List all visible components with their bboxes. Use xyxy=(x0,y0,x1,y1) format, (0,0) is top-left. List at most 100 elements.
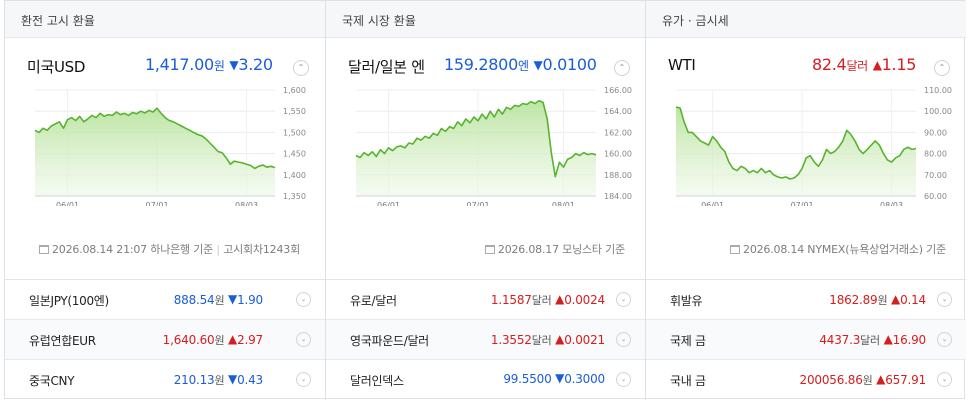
value-number: 888.54 xyxy=(173,293,215,307)
main-quote[interactable]: 달러/일본 엔 159.2800엔 ▼0.0100 ⌃ 166.00 164.00… xyxy=(326,38,645,279)
wti-chart: 110.00 100.00 90.00 80.00 70.00 60.00 06/01 07/… xyxy=(675,86,952,206)
expand-chevron-icon[interactable]: ⌄ xyxy=(937,332,952,347)
item-value: 1862.89원 ▲0.14 xyxy=(829,292,926,308)
panel-header: 환전 고시 환율 xyxy=(5,1,325,38)
change-number: 0.14 xyxy=(900,293,926,307)
main-quote-name: 달러/일본 엔 xyxy=(348,58,425,76)
usd-chart: 1,600 1,550 1,500 1,450 1,400 1,350 06/01 07/01… xyxy=(34,86,306,206)
list-item[interactable]: 달러인덱스 99.5500 ▼0.3000 ⌄ xyxy=(326,360,645,400)
y-tick-label: 164.00 xyxy=(604,107,632,116)
y-tick-label: 1,500 xyxy=(283,128,306,137)
value-unit: 원 xyxy=(877,294,888,307)
change-number: 0.0021 xyxy=(564,333,605,347)
item-value: 1.3552달러 ▲0.0021 xyxy=(491,332,605,348)
value-unit: 달러 xyxy=(846,59,868,73)
list-item[interactable]: 국내 금 200056.86원 ▲657.91 ⌄ xyxy=(646,360,966,400)
y-tick-label: 188.00 xyxy=(604,171,632,180)
jpy-chart: 166.00 164.00 162.00 160.00 188.00 184.00 06/0… xyxy=(355,86,632,206)
y-tick-label: 110.00 xyxy=(924,86,952,95)
item-name: 유로/달러 xyxy=(350,294,397,308)
main-quote-name: WTI xyxy=(668,56,696,74)
up-arrow-icon: ▲ xyxy=(872,58,882,72)
market-widget: 환전 고시 환율 미국USD 1,417.00원 ▼3.20 ⌃ 1,600 1,… xyxy=(4,0,966,400)
main-quote-value: 82.4달러 ▲1.15 xyxy=(812,55,916,74)
expand-chevron-icon[interactable]: ⌄ xyxy=(616,292,631,307)
value-number: 1862.89 xyxy=(829,293,878,307)
item-value: 888.54원 ▼1.90 xyxy=(174,292,263,308)
expand-chevron-icon[interactable]: ⌄ xyxy=(616,372,631,387)
expand-chevron-icon[interactable]: ⌄ xyxy=(296,292,311,307)
panel-header: 국제 시장 환율 xyxy=(326,1,645,38)
main-quote-value: 159.2800엔 ▼0.0100 xyxy=(444,55,597,74)
down-arrow-icon: ▼ xyxy=(555,371,565,385)
y-tick-label: 100.00 xyxy=(924,107,952,116)
source-text: 2026.08.14 21:07 하나은행 기준 xyxy=(52,243,214,256)
down-arrow-icon: ▼ xyxy=(533,58,543,72)
y-tick-label: 60.00 xyxy=(924,192,947,201)
expand-chevron-icon[interactable]: ⌄ xyxy=(296,332,311,347)
item-value: 200056.86원 ▲657.91 xyxy=(799,372,927,388)
up-arrow-icon: ▲ xyxy=(876,372,886,386)
y-tick-label: 1,450 xyxy=(283,150,306,159)
value-unit: 원 xyxy=(214,294,225,307)
value-number: 99.5500 xyxy=(503,372,552,386)
panel-oil-gold: 유가 · 금시세 WTI 82.4달러 ▲1.15 ⌃ 110.00 100.00… xyxy=(645,1,966,400)
main-quote[interactable]: 미국USD 1,417.00원 ▼3.20 ⌃ 1,600 1,550 1,500 1… xyxy=(5,38,325,279)
list-item[interactable]: 유럽연합EUR 1,640.60원 ▲2.97 ⌄ xyxy=(5,320,325,360)
value-number: 4437.3 xyxy=(819,333,861,347)
value-number: 1.3552 xyxy=(490,333,532,347)
source-info: 2026.08.17 모닝스타 기준 xyxy=(484,241,625,257)
item-name: 중국CNY xyxy=(29,374,75,388)
item-value: 1,640.60원 ▲2.97 xyxy=(162,332,264,348)
change-number: 657.91 xyxy=(885,373,926,387)
source-text: 2026.08.17 모닝스타 기준 xyxy=(497,243,625,256)
collapse-chevron-icon[interactable]: ⌃ xyxy=(614,60,630,76)
change-number: 0.0100 xyxy=(542,55,597,74)
x-tick-label: 07/01 xyxy=(146,201,169,206)
x-tick-label: 08/03 xyxy=(880,201,903,206)
item-name: 일본JPY(100엔) xyxy=(29,294,109,308)
list-item[interactable]: 유로/달러 1.1587달러 ▲0.0024 ⌄ xyxy=(326,280,645,320)
x-tick-label: 06/01 xyxy=(701,201,724,206)
collapse-chevron-icon[interactable]: ⌃ xyxy=(293,60,309,76)
x-tick-label: 08/01 xyxy=(552,201,575,206)
value-number: 1,417.00 xyxy=(145,55,214,74)
expand-chevron-icon[interactable]: ⌄ xyxy=(296,372,311,387)
item-name: 국내 금 xyxy=(670,374,706,388)
expand-chevron-icon[interactable]: ⌄ xyxy=(937,292,952,307)
main-quote-value: 1,417.00원 ▼3.20 xyxy=(145,55,273,74)
main-quote-name: 미국USD xyxy=(27,58,86,76)
list-item[interactable]: 중국CNY 210.13원 ▼0.43 ⌄ xyxy=(5,360,325,400)
calendar-icon xyxy=(730,245,741,254)
list-item[interactable]: 국제 금 4437.3달러 ▲16.90 ⌄ xyxy=(646,320,966,360)
x-tick-label: 08/03 xyxy=(235,201,258,206)
main-quote[interactable]: WTI 82.4달러 ▲1.15 ⌃ 110.00 100.00 90.00 80.0… xyxy=(646,38,966,279)
item-value: 210.13원 ▼0.43 xyxy=(174,372,263,388)
item-name: 휘발유 xyxy=(670,294,703,308)
x-tick-label: 06/01 xyxy=(56,201,79,206)
series-area xyxy=(676,107,916,196)
expand-chevron-icon[interactable]: ⌄ xyxy=(937,372,952,387)
y-tick-label: 1,350 xyxy=(283,192,306,201)
expand-chevron-icon[interactable]: ⌄ xyxy=(616,332,631,347)
item-name: 국제 금 xyxy=(670,334,706,348)
value-unit: 달러 xyxy=(860,334,880,347)
collapse-chevron-icon[interactable]: ⌃ xyxy=(934,60,950,76)
calendar-icon xyxy=(39,245,49,254)
list-item[interactable]: 영국파운드/달러 1.3552달러 ▲0.0021 ⌄ xyxy=(326,320,645,360)
quote-list: 휘발유 1862.89원 ▲0.14 ⌄ 국제 금 4437.3달러 ▲16.9… xyxy=(646,279,966,400)
change-number: 0.3000 xyxy=(564,372,605,386)
x-tick-label: 07/01 xyxy=(467,201,490,206)
list-item[interactable]: 휘발유 1862.89원 ▲0.14 ⌄ xyxy=(646,280,966,320)
value-number: 200056.86 xyxy=(799,373,863,387)
source-info: 2026.08.14 21:07 하나은행 기준 | 고시회차1243회 xyxy=(39,241,300,257)
change-number: 1.15 xyxy=(881,55,917,74)
y-tick-label: 80.00 xyxy=(924,150,947,159)
source-round: 고시회차1243회 xyxy=(223,243,300,256)
up-arrow-icon: ▲ xyxy=(228,332,238,346)
value-number: 1,640.60 xyxy=(162,333,215,347)
value-unit: 달러 xyxy=(531,334,552,347)
list-item[interactable]: 일본JPY(100엔) 888.54원 ▼1.90 ⌄ xyxy=(5,280,325,320)
series-line xyxy=(675,106,917,180)
source-info: 2026.08.14 NYMEX(뉴욕상업거래소) 기준 xyxy=(730,241,946,257)
